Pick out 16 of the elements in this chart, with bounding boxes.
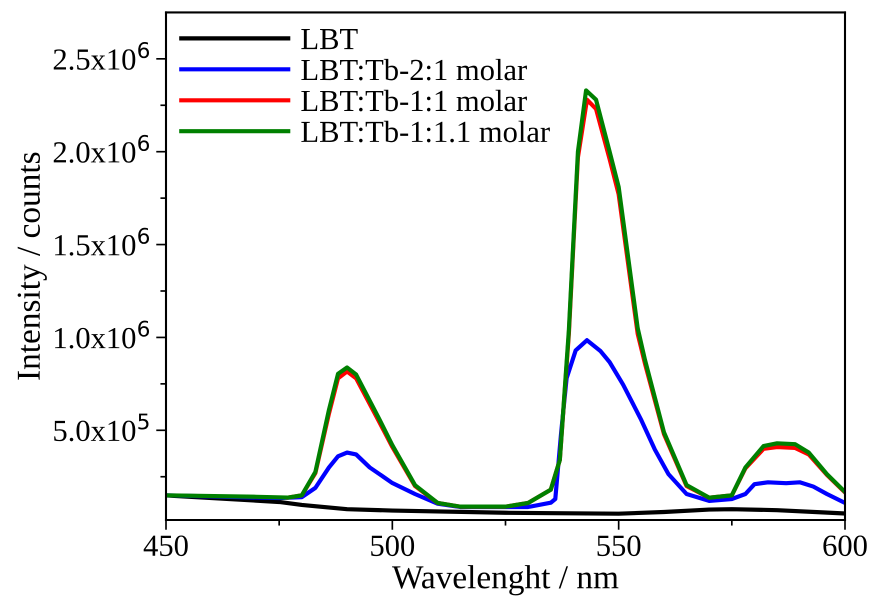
legend-label: LBT:Tb-1:1.1 molar [301, 120, 550, 142]
y-axis-title: Intensity / counts [18, 152, 47, 380]
y-tick-label: 2.0x10$^{6}$ [54, 134, 149, 163]
y-tick-label: 5.0x10$^{5}$ [54, 414, 148, 442]
legend-label: LBT:Tb-2:1 molar [301, 58, 527, 80]
x-axis-title: Wavelenght / nm [392, 565, 618, 596]
x-tick-label: 600 [823, 535, 867, 556]
y-tick-label: 1.0x10$^{6}$ [55, 320, 149, 349]
x-tick-label: 550 [598, 535, 640, 556]
x-tick-label: 500 [371, 535, 414, 556]
y-tick-label: 2.5x10$^{6}$ [54, 42, 149, 70]
y-tick-label: 1.5x10$^{6}$ [55, 228, 149, 256]
legend-label: LBT:Tb-1:1 molar [301, 90, 527, 112]
line-series [166, 88, 845, 509]
legend-label: LBT [301, 29, 358, 50]
x-tick-label: 450 [144, 535, 188, 556]
